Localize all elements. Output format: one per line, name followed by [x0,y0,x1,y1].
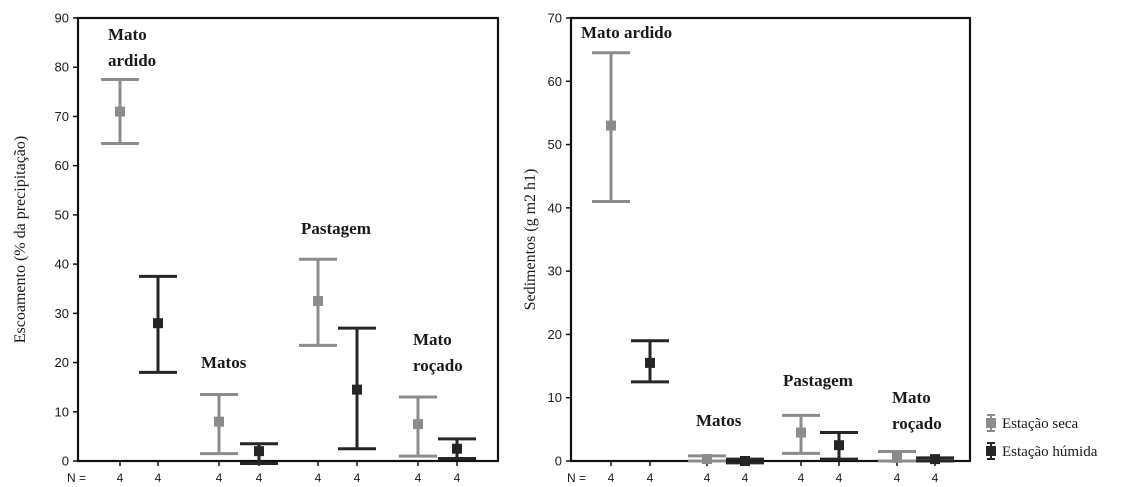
group-annotation: Mato ardido [581,23,672,42]
y-tick-label: 30 [548,264,562,279]
group-annotation: Mato [892,388,931,407]
error-bar [916,454,954,465]
error-bar [688,454,726,465]
group-annotation: Pastagem [783,371,853,390]
n-count-label: 4 [315,471,322,485]
n-count-label: 4 [932,471,939,485]
legend: Estação seca Estação húmida [986,414,1098,460]
y-tick-label: 60 [548,74,562,89]
error-bar [200,393,238,456]
error-bar [139,274,177,374]
error-bar [338,326,376,451]
group-annotation: Pastagem [301,219,371,238]
n-count-label: 4 [608,471,615,485]
y-tick-label: 20 [55,355,69,370]
error-bar [240,442,278,465]
group-annotation: Mato [108,25,147,44]
y-tick-label: 80 [55,60,69,75]
y-tick-label: 50 [548,137,562,152]
n-count-label: 4 [256,471,263,485]
mean-marker [892,452,902,463]
error-bar [438,437,476,461]
y-tick-label: 40 [55,257,69,272]
mean-marker [413,419,423,430]
legend-label: Estação húmida [1002,444,1098,460]
mean-marker [834,440,844,451]
mean-marker [254,446,264,457]
mean-marker [796,427,806,438]
n-count-label: 4 [704,471,711,485]
legend-swatch-marker [986,418,996,428]
group-annotation: Matos [696,411,742,430]
n-count-label: 4 [415,471,422,485]
sediment-chart: 0 10 20 30 40 50 60 70 Sedimentos (g m2 h1) 4 4 4 4 4… [522,11,972,485]
y-tick-label: 10 [548,390,562,405]
mean-marker [153,318,163,329]
error-bar [726,456,764,466]
n-count-label: 4 [647,471,654,485]
error-bar [399,395,437,458]
y-tick-label: 90 [55,11,69,26]
plot-frame [76,16,500,463]
n-count-label: 4 [117,471,124,485]
mean-marker [606,120,616,131]
group-annotation: roçado [892,414,942,433]
group-annotation: ardido [108,51,156,70]
n-prefix-label: N = [567,471,586,485]
y-tick-label: 70 [548,11,562,26]
error-bar [878,450,916,463]
n-count-label: 4 [894,471,901,485]
y-axis-title: Escoamento (% da precipitação) [12,136,29,343]
n-prefix-label: N = [67,471,86,485]
y-tick-label: 50 [55,207,69,222]
y-tick-label: 20 [548,327,562,342]
n-count-label: 4 [216,471,223,485]
mean-marker [313,296,323,307]
y-tick-label: 70 [55,109,69,124]
mean-marker [115,106,125,117]
group-annotation: roçado [413,356,463,375]
mean-marker [740,456,750,466]
plot-frame [569,16,972,463]
group-annotation: Matos [201,353,247,372]
mean-marker [352,384,362,395]
mean-marker [214,416,224,427]
n-count-label: 4 [354,471,361,485]
n-count-label: 4 [798,471,805,485]
error-bar [101,78,139,146]
y-tick-label: 40 [548,200,562,215]
error-bar [592,51,630,204]
error-bar [299,257,337,347]
mean-marker [452,443,462,454]
n-count-label: 4 [454,471,461,485]
y-tick-label: 10 [55,404,69,419]
y-tick-label: 30 [55,306,69,321]
y-tick-label: 0 [555,454,562,469]
runoff-chart: 0 10 20 30 40 50 60 70 80 90 Escoamento (% da prec… [12,11,500,485]
error-bar [820,431,858,461]
legend-swatch-marker [986,446,996,456]
y-tick-label: 0 [62,454,69,469]
error-bar [631,339,669,384]
group-annotation: Mato [413,330,452,349]
mean-marker [702,454,712,465]
n-count-label: 4 [155,471,162,485]
y-tick-label: 60 [55,158,69,173]
mean-marker [930,454,940,465]
y-axis-title: Sedimentos (g m2 h1) [522,169,539,311]
mean-marker [645,357,655,368]
legend-label: Estação seca [1002,416,1079,432]
error-bar [782,413,820,455]
n-count-label: 4 [836,471,843,485]
n-count-label: 4 [742,471,749,485]
